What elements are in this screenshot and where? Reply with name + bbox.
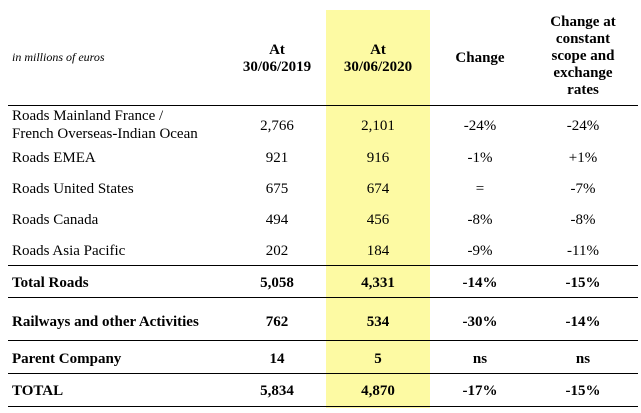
header-change-constant-line2: constant — [555, 31, 611, 47]
table-bottom-rule — [8, 406, 638, 407]
cell-2020: 4,870 — [361, 383, 395, 399]
cell-change: -1% — [467, 150, 493, 166]
row-label-line2: French Overseas-Indian Ocean — [12, 126, 198, 142]
row-label: Roads EMEA — [12, 150, 96, 166]
row-label: Railways and other Activities — [12, 314, 199, 330]
cell-change: -30% — [462, 314, 498, 330]
cell-change-constant: -8% — [570, 212, 596, 228]
cell-change-constant: -14% — [565, 314, 601, 330]
cell-2019: 494 — [265, 212, 289, 228]
cell-2020: 916 — [366, 150, 390, 166]
row-rule — [8, 297, 638, 298]
cell-change-constant: -7% — [570, 181, 596, 197]
cell-2019: 5,058 — [260, 275, 294, 291]
header-2019-line2: 30/06/2019 — [242, 59, 312, 75]
cell-change: ns — [472, 351, 488, 367]
header-change-constant-line4: exchange — [553, 65, 613, 81]
header-change-constant-line5: rates — [567, 82, 599, 98]
cell-2020: 456 — [366, 212, 390, 228]
row-label: Roads United States — [12, 181, 134, 197]
row-label: Parent Company — [12, 351, 122, 367]
cell-2019: 202 — [265, 243, 289, 259]
unit-label: in millions of euros — [12, 50, 105, 64]
header-change: Change — [455, 50, 505, 66]
row-rule — [8, 373, 638, 374]
row-rule — [8, 265, 638, 266]
cell-change: -24% — [463, 118, 497, 134]
row-label: Roads Mainland France / French Overseas-… — [12, 107, 198, 143]
cell-2019: 2,766 — [260, 118, 294, 134]
row-label: Roads Canada — [12, 212, 99, 228]
cell-change-constant: +1% — [568, 150, 598, 166]
header-2019: At 30/06/2019 — [236, 42, 318, 76]
cell-change-constant: ns — [575, 351, 591, 367]
cell-2020: 184 — [366, 243, 390, 259]
header-rule — [8, 105, 638, 106]
cell-2020: 4,331 — [361, 275, 395, 291]
row-label: Total Roads — [12, 275, 89, 291]
header-change-constant: Change at constant scope and exchange ra… — [528, 14, 638, 99]
header-2020-line1: At — [370, 42, 386, 58]
header-2020: At 30/06/2020 — [326, 42, 430, 76]
cell-change-constant: -11% — [567, 243, 599, 259]
cell-2019: 5,834 — [260, 383, 294, 399]
header-change-constant-line3: scope and — [551, 48, 615, 64]
cell-change-constant: -24% — [566, 118, 600, 134]
row-label-line1: Roads Mainland France / — [12, 108, 164, 124]
cell-2020: 5 — [374, 351, 382, 367]
cell-change-constant: -15% — [565, 383, 601, 399]
cell-2019: 762 — [265, 314, 289, 330]
cell-2019: 921 — [265, 150, 289, 166]
header-2020-line2: 30/06/2020 — [343, 59, 413, 75]
cell-change: -17% — [462, 383, 498, 399]
header-change-constant-line1: Change at — [550, 14, 616, 30]
cell-2020: 534 — [366, 314, 390, 330]
cell-change-constant: -15% — [565, 275, 601, 291]
header-2019-line1: At — [269, 42, 285, 58]
cell-2019: 14 — [269, 351, 285, 367]
cell-2020: 674 — [366, 181, 390, 197]
row-label: TOTAL — [12, 383, 64, 399]
cell-2019: 675 — [265, 181, 289, 197]
cell-change: -14% — [462, 275, 498, 291]
highlight-column-2020 — [326, 10, 430, 408]
cell-2020: 2,101 — [361, 118, 395, 134]
row-label: Roads Asia Pacific — [12, 243, 126, 259]
row-rule — [8, 340, 638, 341]
cell-change: = — [475, 181, 485, 197]
cell-change: -8% — [467, 212, 493, 228]
cell-change: -9% — [467, 243, 493, 259]
